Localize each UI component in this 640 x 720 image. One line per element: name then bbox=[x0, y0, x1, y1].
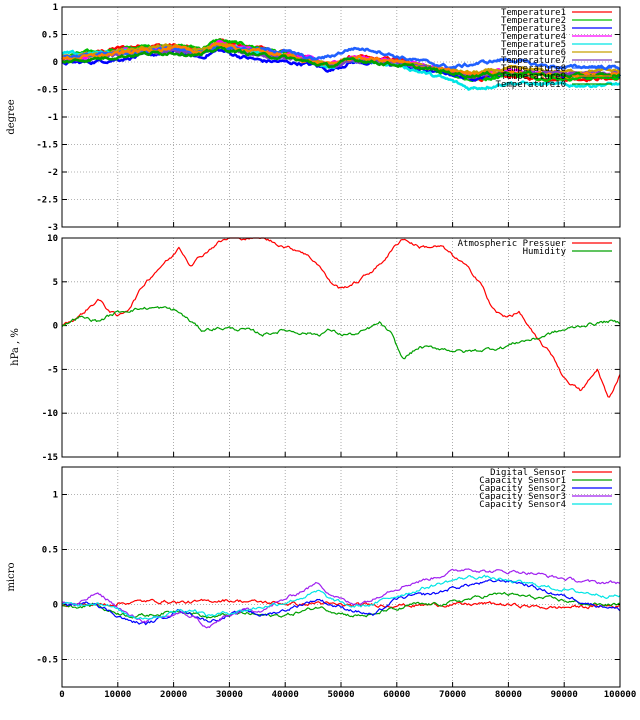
y-tick-label: -0.5 bbox=[36, 86, 58, 96]
y-tick-label: 0.5 bbox=[42, 31, 58, 41]
plot-frame bbox=[61, 237, 621, 458]
series-line-2 bbox=[61, 306, 621, 360]
plot-frame bbox=[61, 466, 621, 688]
y-tick-label: -15 bbox=[42, 453, 58, 463]
legend-label: Temperature2 bbox=[501, 16, 566, 26]
x-tick-label: 0 bbox=[59, 690, 64, 700]
x-tick-label: 40000 bbox=[272, 690, 299, 700]
legend-label: Temperature1 bbox=[501, 8, 566, 18]
x-tick-label: 10000 bbox=[104, 690, 131, 700]
y-axis-label: degree bbox=[6, 99, 17, 134]
legend-label: Temperature6 bbox=[501, 48, 566, 58]
series-line-1 bbox=[61, 598, 621, 610]
y-axis-label: hPa , % bbox=[10, 328, 21, 366]
series-line-5 bbox=[61, 574, 621, 620]
x-tick-label: 70000 bbox=[439, 690, 466, 700]
x-axis-ticks: 0 10000 20000 30000 40000 50000 60000 70000 8000… bbox=[59, 690, 636, 700]
middle-chart-pressure-humidity: 10 5 0 -5 -10 -15 Atmospheric PressuerHumidity… bbox=[10, 234, 621, 463]
legend-label: Capacity Sensor1 bbox=[479, 476, 566, 486]
legend-label: Capacity Sensor3 bbox=[479, 492, 566, 502]
x-tick-label: 80000 bbox=[495, 690, 522, 700]
y-tick-label: -1.5 bbox=[36, 141, 58, 151]
x-tick-label: 90000 bbox=[551, 690, 578, 700]
y-tick-label: 0.5 bbox=[42, 546, 58, 556]
y-tick-label: 0 bbox=[53, 601, 58, 611]
y-tick-label: 10 bbox=[47, 234, 58, 244]
x-tick-label: 60000 bbox=[383, 690, 410, 700]
y-tick-label: 0 bbox=[53, 322, 58, 332]
y-axis-label: micro bbox=[6, 562, 17, 591]
legend-label: Temperature3 bbox=[501, 24, 566, 34]
y-tick-label: -0.5 bbox=[36, 656, 58, 666]
y-tick-label: 1 bbox=[53, 3, 58, 13]
x-tick-label: 20000 bbox=[160, 690, 187, 700]
legend-label: Temperature7 bbox=[501, 56, 566, 66]
legend-label: Capacity Sensor4 bbox=[479, 500, 566, 510]
x-tick-label: 100000 bbox=[604, 690, 637, 700]
legend-label: Temperature4 bbox=[501, 32, 566, 42]
y-tick-label: 0 bbox=[53, 58, 58, 68]
plot-frame bbox=[61, 6, 621, 228]
legend-label: Temperature8 bbox=[501, 64, 566, 74]
legend-label: Capacity Sensor2 bbox=[479, 484, 566, 494]
legend-label: Digital Sensor bbox=[490, 468, 566, 478]
series-line-4 bbox=[61, 568, 621, 629]
legend-label: Atmospheric Pressuer bbox=[458, 239, 567, 249]
legend-label: Temperature9 bbox=[501, 72, 566, 82]
legend-label: Humidity bbox=[523, 247, 567, 257]
y-tick-label: 5 bbox=[53, 278, 58, 288]
y-tick-label: -2 bbox=[47, 168, 58, 178]
y-tick-label: -3 bbox=[47, 223, 58, 233]
series-line-3 bbox=[61, 579, 621, 626]
x-tick-label: 50000 bbox=[327, 690, 354, 700]
legend-label: Temperature10 bbox=[496, 80, 566, 90]
legend-label: Temperature5 bbox=[501, 40, 566, 50]
series-line-10 bbox=[61, 46, 621, 79]
x-tick-label: 30000 bbox=[216, 690, 243, 700]
top-chart-temperature: 10.50-0.5-1-1.5-2-2.5-3Temperature1Tempe… bbox=[6, 3, 622, 233]
y-tick-label: -2.5 bbox=[36, 196, 58, 206]
y-tick-label: -5 bbox=[47, 365, 58, 375]
y-tick-label: -10 bbox=[42, 409, 58, 419]
y-tick-label: 1 bbox=[53, 491, 58, 501]
series-line-1 bbox=[61, 237, 621, 398]
y-tick-label: -1 bbox=[47, 113, 58, 123]
